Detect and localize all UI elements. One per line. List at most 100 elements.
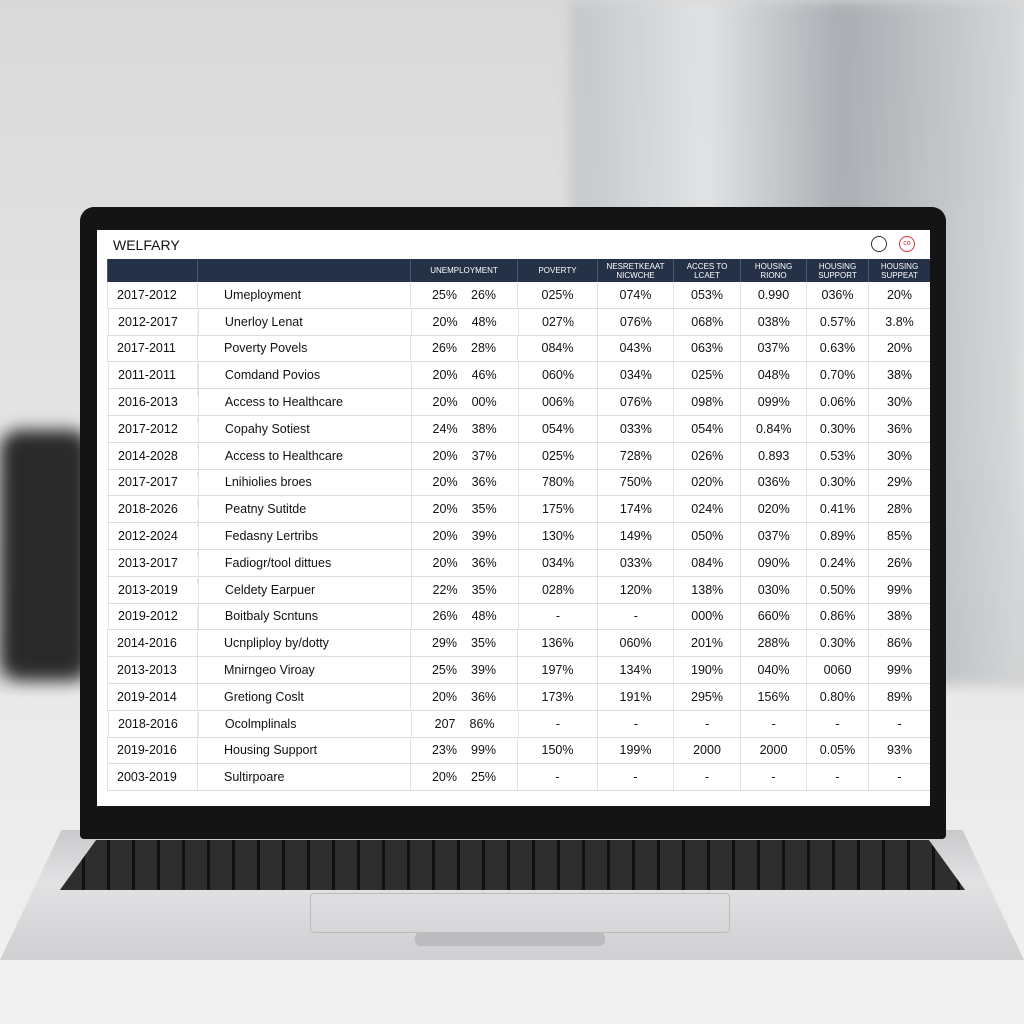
cell-value-col: 93% (868, 737, 930, 764)
cell-value: 025% (691, 368, 724, 383)
table-row[interactable]: 2017-2012 Umeployment 25% 26% 025% 074% 053% 0.… (107, 282, 930, 309)
column-header[interactable]: UNEMPLOYMENT (410, 259, 517, 282)
table-row[interactable]: 2019-2012 Boitbaly Scntuns 26% 48% - - 000% 660… (107, 603, 930, 632)
cell-value-col: - (597, 603, 673, 630)
cell-value: 034% (619, 368, 652, 383)
table-row[interactable]: 2018-2026 Peatny Sutitde 20% 35% 175% 174% 024… (107, 496, 930, 524)
cell-value-col: - (868, 764, 930, 791)
cell-value: 0.57% (819, 314, 856, 329)
table-row[interactable]: 2016-2013 Access to Healthcare 20% 00% 006% 0… (107, 389, 930, 416)
cell-value-col: 025% (673, 362, 740, 389)
cell-value: 660% (757, 609, 790, 624)
cell-value-col: 29% (868, 469, 930, 496)
column-header[interactable]: ACCES TO LCAET (673, 259, 740, 282)
table-row[interactable]: 2017-2017 Lnihiolies broes 20% 36% 780% 750% 0… (107, 469, 930, 497)
cell-value: 26% (471, 287, 497, 302)
cell-value-col: 090% (740, 549, 806, 576)
cell-value-col: 2000 (740, 737, 806, 764)
cell-value: 3.8% (885, 314, 914, 329)
cell-value-col: 0.06% (806, 389, 868, 415)
cell-name: Ocolmplinals (197, 710, 411, 737)
table-row[interactable]: 2012-2024 Fedasny Lertribs 20% 39% 130% 149% 0… (107, 520, 930, 550)
table-row[interactable]: 2013-2017 Fadiogr/tool dittues 20% 36% 034% 0… (107, 549, 930, 577)
cell-value: 36% (471, 475, 497, 490)
table-row[interactable]: 2013-2019 Celdety Earpuer 22% 35% 028% 120% 13… (107, 576, 930, 604)
row-highlight (197, 391, 198, 396)
cell-years: 2019-2014 (107, 683, 197, 710)
cell-value: 027% (541, 314, 574, 329)
table-row[interactable]: 2014-2028 Access to Healthcare 20% 37% 025% 7… (107, 442, 930, 470)
row-highlight (197, 444, 198, 449)
table-row[interactable]: 2017-2011 Poverty Povels 26% 28% 084% 043% 063… (107, 335, 930, 363)
cell-value: - (555, 609, 561, 624)
cell-value: 48% (471, 609, 497, 624)
cell-value: Unerloy Lenat (224, 314, 303, 329)
row-highlight (197, 471, 198, 476)
cell-value: 033% (619, 421, 652, 436)
cell-name: Celdety Earpuer (197, 576, 411, 603)
cell-value: 076% (619, 314, 652, 329)
table-row[interactable]: 2003-2019 Sultirpoare 20% 25% - - - - - - (107, 764, 930, 792)
cell-value: - (705, 716, 710, 731)
table-row[interactable]: 2017-2012 Copahy Sotiest 24% 38% 054% 033% 054… (107, 415, 930, 443)
cell-value: 099% (757, 395, 790, 410)
cell-value-col: - (806, 764, 868, 791)
cell-value: - (771, 770, 776, 785)
cell-value-col: 30% (868, 442, 930, 469)
cell-value-col: 30% (868, 389, 930, 415)
cell-unemployment: 26% 48% (410, 603, 518, 630)
cell-value-col: 037% (740, 335, 806, 362)
column-header[interactable]: POVERTY (517, 259, 597, 282)
cell-value-col: 033% (597, 549, 673, 576)
column-header[interactable]: HOUSING SUPPORT (806, 259, 868, 282)
table-row[interactable]: 2012-2017 Unerloy Lenat 20% 48% 027% 076% 068%… (107, 308, 930, 337)
cell-value: 084% (691, 555, 724, 570)
table-row[interactable]: 2011-2011 Comdand Povios 20% 46% 060% 034% 025… (107, 362, 930, 391)
column-header[interactable]: NESRETKEAAT NICWCHE (597, 259, 673, 282)
cell-value: 288% (757, 636, 790, 651)
column-header[interactable] (197, 259, 410, 282)
cell-value: 199% (619, 743, 652, 758)
cell-value: 2019-2012 (118, 609, 178, 624)
cell-value: 060% (619, 636, 652, 651)
cell-value-col: - (517, 710, 598, 737)
column-header[interactable] (107, 259, 197, 282)
cell-value: 0.24% (819, 555, 856, 570)
record-icon[interactable]: co (899, 236, 915, 252)
column-header[interactable]: HOUSING RIONO (740, 259, 806, 282)
cell-value: 2017-2012 (117, 287, 177, 302)
cell-value: 136% (541, 636, 574, 651)
cell-value-col: 156% (740, 683, 806, 710)
cell-value: 728% (619, 448, 652, 463)
cell-value-col: 043% (597, 335, 673, 362)
column-header[interactable]: HOUSING SUPPEAT (868, 259, 930, 282)
row-highlight (197, 520, 198, 527)
cell-value: Access to Healthcare (224, 395, 343, 410)
cell-years: 2018-2016 (108, 710, 198, 737)
cell-value: 26% (432, 609, 458, 624)
circle-icon[interactable] (871, 236, 887, 252)
cell-value: 86% (886, 636, 913, 651)
cell-value: 036% (821, 287, 854, 302)
cell-unemployment: 20% 36% (410, 549, 518, 576)
cell-value: 0.30% (819, 421, 856, 436)
cell-value: 24% (432, 421, 458, 436)
row-highlight (197, 364, 198, 391)
cell-value: 99% (886, 663, 913, 678)
cell-name: Sultirpoare (197, 764, 410, 791)
table-row[interactable]: 2018-2016 Ocolmplinals 207 86% - - - - - - (107, 710, 930, 739)
cell-value: 36% (887, 421, 913, 436)
cell-value: Ocolmplinals (224, 716, 297, 731)
table-row[interactable]: 2019-2014 Gretiong Coslt 20% 36% 173% 191% 295… (107, 683, 930, 711)
cell-unemployment: 20% 25% (410, 764, 517, 791)
table-body: 2017-2012 Umeployment 25% 26% 025% 074% 053% 0.… (107, 282, 930, 792)
cell-value-col: 084% (517, 335, 597, 362)
table-row[interactable]: 2014-2016 Ucnpliploy by/dotty 29% 35% 136% 06… (107, 630, 930, 658)
cell-years: 2019-2012 (108, 603, 198, 630)
table-row[interactable]: 2019-2016 Housing Support 23% 99% 150% 199% 20… (107, 737, 930, 765)
table-row[interactable]: 2013-2013 Mnirngeo Viroay 25% 39% 197% 134% 19… (107, 657, 930, 684)
cell-value-col: 0.30% (806, 630, 868, 657)
cell-name: Mnirngeo Viroay (197, 657, 410, 683)
app-title: WELFARY (113, 237, 180, 253)
row-highlight (197, 605, 198, 632)
